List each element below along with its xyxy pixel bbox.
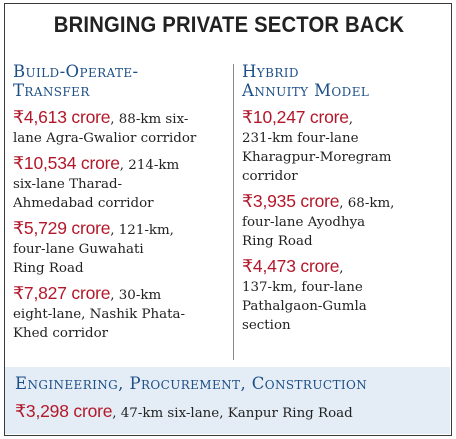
desc: Ring Road bbox=[242, 234, 313, 249]
desc: Ring Road bbox=[13, 261, 84, 276]
ham-item-3: ₹4,473 crore, 137-km, four-lane Pathalga… bbox=[242, 257, 447, 335]
desc: lane Agra-Gwalior corridor bbox=[13, 131, 197, 146]
amount: ₹10,247 crore bbox=[242, 107, 349, 127]
desc: four-lane Ayodhya bbox=[242, 215, 366, 230]
amount: ₹3,935 crore bbox=[242, 191, 340, 211]
desc: eight-lane, Nashik Phata- bbox=[13, 307, 185, 322]
desc: 137-km, four-lane bbox=[242, 280, 363, 295]
amount: ₹10,534 crore bbox=[13, 153, 120, 173]
epc-item: ₹3,298 crore, 47-km six-lane, Kanpur Rin… bbox=[15, 402, 353, 423]
bot-item-4: ₹7,827 crore, 30-km eight-lane, Nashik P… bbox=[13, 284, 227, 343]
desc: , 88-km six- bbox=[110, 112, 189, 127]
bot-heading: Build-Operate- Transfer bbox=[13, 62, 227, 100]
epc-heading: Engineering, Procurement, Construction bbox=[15, 374, 368, 393]
ham-heading-line2: Annuity Model bbox=[242, 81, 370, 100]
column-divider bbox=[233, 64, 234, 360]
desc: , bbox=[348, 112, 354, 127]
desc: Khed corridor bbox=[13, 326, 109, 341]
desc: four-lane Guwahati bbox=[13, 242, 144, 257]
ham-heading-line1: Hybrid bbox=[242, 62, 299, 81]
desc: Ahmedabad corridor bbox=[13, 196, 154, 211]
desc: six-lane Tharad- bbox=[13, 177, 123, 192]
bot-item-1: ₹4,613 crore, 88-km six- lane Agra-Gwali… bbox=[13, 108, 227, 148]
bot-item-3: ₹5,729 crore, 121-km, four-lane Guwahati… bbox=[13, 219, 227, 278]
bot-heading-line1: Build-Operate- bbox=[13, 62, 139, 81]
desc: , 30-km bbox=[110, 288, 162, 303]
amount: ₹3,298 crore bbox=[15, 401, 113, 421]
ham-item-1: ₹10,247 crore, 231-km four-lane Kharagpu… bbox=[242, 108, 447, 186]
amount: ₹7,827 crore bbox=[13, 283, 111, 303]
desc: , bbox=[339, 261, 344, 276]
desc: corridor bbox=[242, 169, 298, 184]
bot-column: Build-Operate- Transfer ₹4,613 crore, 88… bbox=[13, 62, 227, 349]
ham-column: Hybrid Annuity Model ₹10,247 crore, 231-… bbox=[242, 62, 447, 341]
amount: ₹5,729 crore bbox=[13, 218, 111, 238]
infographic-box: BRINGING PRIVATE SECTOR BACK Build-Opera… bbox=[4, 3, 452, 436]
amount: ₹4,473 crore bbox=[242, 256, 340, 276]
desc: Pathalgaon-Gumla bbox=[242, 299, 367, 314]
ham-item-2: ₹3,935 crore, 68-km, four-lane Ayodhya R… bbox=[242, 192, 447, 251]
desc: section bbox=[242, 318, 291, 333]
ham-heading: Hybrid Annuity Model bbox=[242, 62, 447, 100]
desc: 231-km four-lane bbox=[242, 131, 359, 146]
desc: Kharagpur-Moregram bbox=[242, 150, 392, 165]
desc: , 214-km bbox=[119, 158, 180, 173]
bot-heading-line2: Transfer bbox=[13, 81, 90, 100]
infographic-title: BRINGING PRIVATE SECTOR BACK bbox=[53, 12, 405, 37]
bot-item-2: ₹10,534 crore, 214-km six-lane Tharad- A… bbox=[13, 154, 227, 213]
amount: ₹4,613 crore bbox=[13, 107, 111, 127]
desc: , 121-km, bbox=[110, 223, 174, 238]
desc: , 47-km six-lane, Kanpur Ring Road bbox=[112, 406, 353, 421]
epc-band: Engineering, Procurement, Construction ₹… bbox=[5, 367, 450, 434]
desc: , 68-km, bbox=[339, 196, 395, 211]
